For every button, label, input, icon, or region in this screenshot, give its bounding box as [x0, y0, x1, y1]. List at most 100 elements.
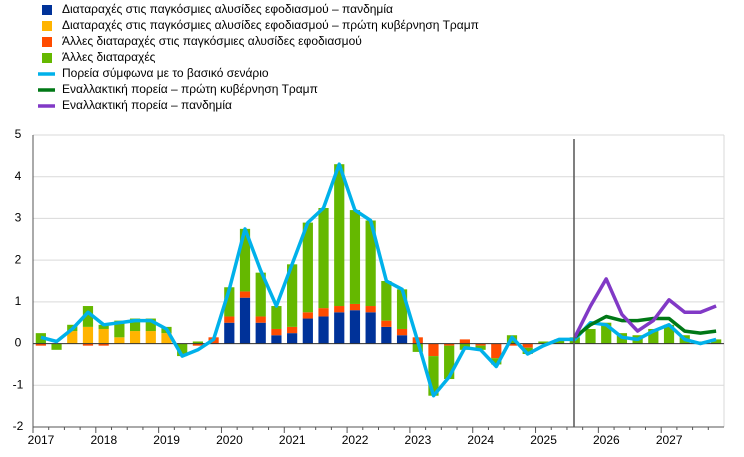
bar [381, 281, 392, 321]
bar [161, 333, 172, 344]
bar [145, 331, 156, 344]
bar [98, 343, 109, 346]
x-tick-label: 2025 [530, 433, 557, 447]
bar [271, 335, 282, 344]
legend-label: Άλλες διαταραχές στις παγκόσμιες αλυσίδε… [62, 34, 362, 48]
bar [428, 356, 439, 396]
bar [334, 306, 345, 313]
bar [396, 335, 408, 344]
bar [381, 326, 392, 344]
bar [192, 343, 204, 346]
x-tick-label: 2022 [342, 433, 369, 447]
bar [349, 310, 361, 344]
bar [302, 318, 313, 344]
y-tick-label: 1 [15, 294, 22, 308]
bar [98, 328, 109, 344]
x-tick-label: 2021 [279, 433, 306, 447]
bar [287, 264, 298, 327]
bar [192, 341, 204, 344]
bar [412, 343, 423, 352]
bar [51, 343, 62, 350]
bar [491, 343, 502, 359]
bar [114, 320, 125, 338]
bar [224, 287, 235, 317]
bar [239, 228, 251, 292]
bar [318, 308, 329, 317]
bar [67, 331, 78, 344]
line [573, 277, 717, 339]
y-tick-label: 4 [15, 169, 22, 183]
line [40, 162, 717, 398]
y-tick-label: 2 [15, 252, 22, 266]
bar [491, 358, 502, 365]
bar [224, 322, 235, 344]
x-tick-label: 2018 [90, 433, 117, 447]
bar [396, 328, 408, 336]
line [573, 314, 717, 339]
bar [334, 164, 345, 307]
bar [239, 291, 251, 298]
bar [349, 303, 361, 311]
bar [239, 297, 251, 344]
bar [506, 343, 518, 346]
bar [444, 345, 455, 380]
bar [177, 343, 188, 357]
x-tick-label: 2017 [28, 433, 55, 447]
bar [145, 318, 156, 332]
y-tick-label: 5 [15, 127, 22, 141]
bar [334, 312, 345, 344]
bar [255, 322, 266, 344]
bar [287, 333, 298, 344]
bar [271, 328, 282, 336]
y-tick-label: 0 [15, 336, 22, 350]
legend-label: Εναλλακτική πορεία – πρώτη κυβέρνηση Τρα… [62, 82, 318, 96]
bar [349, 210, 361, 304]
bar [271, 306, 282, 329]
x-tick-label: 2019 [153, 433, 180, 447]
bar [318, 316, 329, 344]
bar [553, 339, 565, 344]
bar [444, 343, 455, 346]
bar [365, 220, 376, 307]
bar [381, 320, 392, 327]
bar [255, 272, 266, 317]
bar [114, 337, 125, 344]
bar [224, 316, 235, 323]
bar [82, 306, 94, 327]
legend-label: Άλλες διαταραχές [62, 50, 156, 64]
bar [428, 343, 439, 357]
y-tick-label: 3 [15, 211, 22, 225]
x-tick-label: 2024 [467, 433, 494, 447]
bar [601, 322, 612, 344]
bar [475, 343, 486, 346]
bar [365, 306, 376, 313]
legend-label: Διαταραχές στις παγκόσμιες αλυσίδες εφοδ… [62, 18, 479, 32]
bar [459, 339, 470, 344]
bar [129, 318, 141, 332]
legend-label: Διαταραχές στις παγκόσμιες αλυσίδες εφοδ… [62, 2, 393, 16]
bar [302, 222, 313, 313]
bar [711, 339, 722, 344]
legend-swatch [42, 5, 52, 15]
bar [129, 331, 141, 344]
bar [648, 328, 659, 344]
bar [302, 312, 313, 319]
x-tick-label: 2020 [216, 433, 243, 447]
bar [522, 343, 533, 348]
x-tick-label: 2027 [656, 433, 683, 447]
bar [82, 343, 94, 346]
bar [98, 324, 109, 329]
bar [538, 341, 549, 344]
legend-swatch [42, 53, 52, 63]
legend-label: Πορεία σύμφωνα με το βασικό σενάριο [62, 66, 269, 80]
y-tick-label: -2 [13, 419, 24, 433]
bar [585, 328, 596, 344]
legend-swatch [42, 37, 52, 47]
x-tick-label: 2023 [405, 433, 432, 447]
bar [318, 208, 329, 309]
legend-swatch [42, 21, 52, 31]
bar [396, 289, 408, 329]
bar [82, 326, 94, 344]
bar [287, 326, 298, 334]
